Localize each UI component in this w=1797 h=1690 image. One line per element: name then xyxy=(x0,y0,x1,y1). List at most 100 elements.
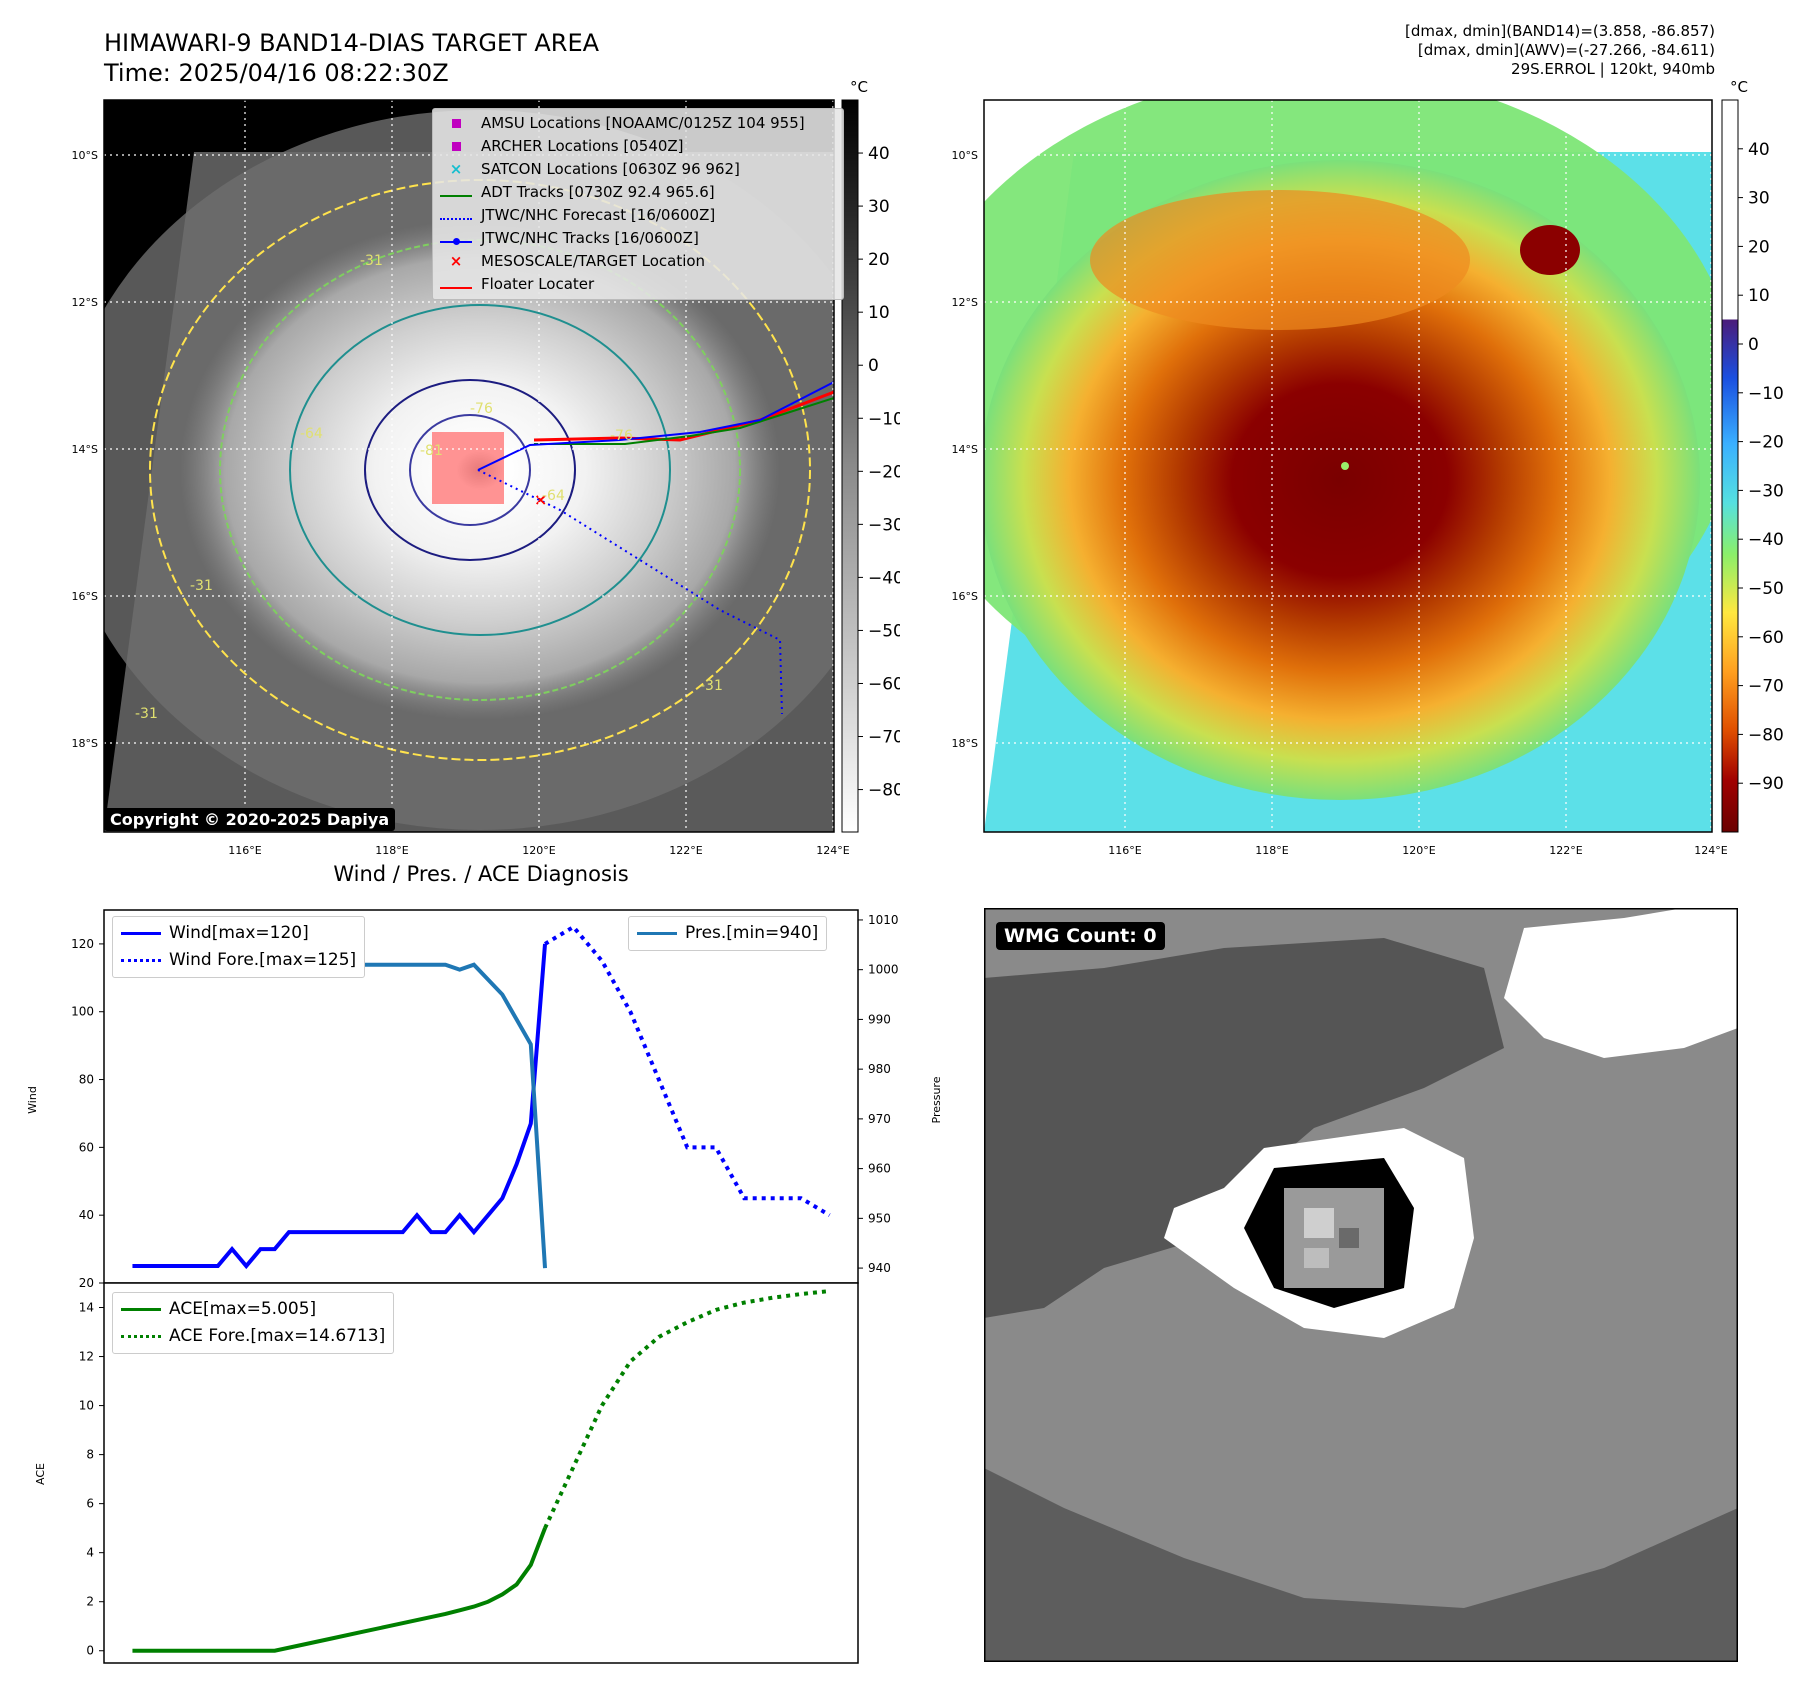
legend-label: ARCHER Locations [0540Z] xyxy=(481,137,684,155)
legend-marker xyxy=(439,135,473,158)
wind-forecast-series xyxy=(543,924,831,1217)
panel1-colorbar-label: −20 xyxy=(868,462,900,482)
panel2-lat-label: 14°S xyxy=(952,443,978,456)
panel2-colorbar xyxy=(1721,99,1739,833)
ace-tick-label: 14 xyxy=(79,1301,94,1315)
panel2-colorbar-label: −60 xyxy=(1748,628,1784,648)
panel1-colorbar-label: 0 xyxy=(868,356,879,376)
legend-item: × MESOSCALE/TARGET Location xyxy=(439,250,837,273)
legend-marker xyxy=(439,227,473,250)
panel1-title-line1: HIMAWARI-9 BAND14-DIAS TARGET AREA xyxy=(104,29,600,57)
ace-tick-label: 0 xyxy=(86,1644,94,1658)
panel1-title-line2: Time: 2025/04/16 08:22:30Z xyxy=(104,59,449,87)
ace-axis-ticks: 0 2 4 6 8 10 12 14 xyxy=(79,1301,104,1658)
panel2-lon-labels: 116°E 118°E 120°E 122°E 124°E xyxy=(1108,844,1727,857)
panel2-colorbar-label: −90 xyxy=(1748,774,1784,794)
panel2-frame xyxy=(983,99,1713,833)
wind-tick-label: 100 xyxy=(71,1005,94,1019)
panel2-colorbar-label: −20 xyxy=(1748,433,1784,453)
panel1-map: × -31 -31 -31 -64 -76 -81 -64 -76 -31 10°S 12°S 14… xyxy=(72,99,900,857)
panel1-colorbar-label: −80 xyxy=(868,781,900,801)
panel2-colorbar-label: −10 xyxy=(1748,384,1784,404)
ace-tick-label: 4 xyxy=(86,1546,94,1560)
pressure-tick-label: 970 xyxy=(868,1112,891,1126)
wind-axis-ticks: 20 40 60 80 100 120 xyxy=(71,937,104,1290)
pressure-tick-label: 940 xyxy=(868,1261,891,1275)
panel2-info-line2: [dmax, dmin](AWV)=(-27.266, -84.611) xyxy=(1417,41,1715,59)
pressure-axis-ticks: 940 950 960 970 980 990 1000 1010 xyxy=(858,913,899,1275)
legend-item: JTWC/NHC Forecast [16/0600Z] xyxy=(439,204,837,227)
legend-label: AMSU Locations [NOAAMC/0125Z 104 955] xyxy=(481,114,805,132)
pressure-tick-label: 1000 xyxy=(868,963,899,977)
legend-label: Floater Locater xyxy=(481,275,595,293)
contour-label: -31 xyxy=(135,706,158,722)
panel2-lon-label: 116°E xyxy=(1108,844,1141,857)
panel1-lon-label: 122°E xyxy=(669,844,702,857)
legend-label: SATCON Locations [0630Z 96 962] xyxy=(481,160,740,178)
legend-ace-fore: ACE Fore.[max=14.6713] xyxy=(121,1323,385,1350)
contour-ring xyxy=(409,414,531,526)
legend-marker xyxy=(439,204,473,227)
ace-tick-label: 2 xyxy=(86,1595,94,1609)
panel1-colorbar-label: −70 xyxy=(868,728,900,748)
panel1-lon-labels: 116°E 118°E 120°E 122°E 124°E xyxy=(228,844,849,857)
panel2-colorbar-label: 0 xyxy=(1748,335,1759,355)
ace-tick-label: 8 xyxy=(86,1448,94,1462)
panel1-colorbar-label: 40 xyxy=(868,144,890,164)
panel2-info-line3: 29S.ERROL | 120kt, 940mb xyxy=(1511,60,1715,78)
legend-label: JTWC/NHC Tracks [16/0600Z] xyxy=(481,229,699,247)
panel1-colorbar-label: −30 xyxy=(868,515,900,535)
panel2-info: [dmax, dmin](BAND14)=(3.858, -86.857) [d… xyxy=(1405,22,1715,79)
panel1-frame xyxy=(103,99,835,833)
contour-label: -31 xyxy=(700,678,723,694)
mesoscale-target-marker: × xyxy=(534,490,547,509)
panel1-lat-label: 16°S xyxy=(72,590,98,603)
adt-track xyxy=(534,397,834,445)
panel1-lon-label: 124°E xyxy=(816,844,849,857)
panel2-info-line1: [dmax, dmin](BAND14)=(3.858, -86.857) xyxy=(1404,22,1715,40)
panel2-lon-label: 122°E xyxy=(1549,844,1582,857)
panel1-lon-label: 116°E xyxy=(228,844,261,857)
panel1-lon-label: 120°E xyxy=(522,844,555,857)
legend-label: ADT Tracks [0730Z 92.4 965.6] xyxy=(481,183,715,201)
panel2-lat-label: 12°S xyxy=(952,296,978,309)
panel1-colorbar-label: 10 xyxy=(868,303,890,323)
pressure-tick-label: 980 xyxy=(868,1062,891,1076)
panel2-colorbar-label: 10 xyxy=(1748,286,1770,306)
contour-ring xyxy=(364,379,576,561)
panel2-colorbar-label: −50 xyxy=(1748,579,1784,599)
legend-pres: Pres.[min=940] xyxy=(637,920,818,947)
panel2-colorbar-label: 30 xyxy=(1748,189,1770,209)
panel2-colorbar-ticks: 40 30 20 10 0 −10 −20 −30 −40 −50 −60 −70 −80 −90 xyxy=(1738,140,1784,794)
pressure-tick-label: 1010 xyxy=(868,913,899,927)
ace-tick-label: 12 xyxy=(79,1350,94,1364)
panel1-legend: AMSU Locations [NOAAMC/0125Z 104 955] ARC… xyxy=(432,108,844,300)
legend-wind: Wind[max=120] xyxy=(121,920,356,947)
wind-legend: Wind[max=120] Wind Fore.[max=125] xyxy=(112,916,366,978)
legend-item: ARCHER Locations [0540Z] xyxy=(439,135,837,158)
legend-marker: × xyxy=(449,160,463,178)
contour-label: -76 xyxy=(610,428,633,444)
panel1-lon-label: 118°E xyxy=(375,844,408,857)
panel1-lat-label: 10°S xyxy=(72,149,98,162)
wind-tick-label: 80 xyxy=(79,1073,94,1087)
panel2-lat-label: 10°S xyxy=(952,149,978,162)
panel1-colorbar-label: −10 xyxy=(868,409,900,429)
pressure-tick-label: 950 xyxy=(868,1211,891,1225)
panel2-colorbar-label: 40 xyxy=(1748,140,1770,160)
legend-item: AMSU Locations [NOAAMC/0125Z 104 955] xyxy=(439,112,837,135)
legend-ace: ACE[max=5.005] xyxy=(121,1296,385,1323)
legend-item: × SATCON Locations [0630Z 96 962] xyxy=(439,158,837,181)
wmg-count-label: WMG Count: 0 xyxy=(996,922,1165,950)
floater-box xyxy=(432,432,504,504)
panel1-colorbar-label: −40 xyxy=(868,568,900,588)
panel1-colorbar xyxy=(841,99,859,833)
wind-tick-label: 120 xyxy=(71,937,94,951)
panel3-title: Wind / Pres. / ACE Diagnosis xyxy=(333,862,629,886)
ace-series xyxy=(132,1527,547,1653)
ace-legend: ACE[max=5.005] ACE Fore.[max=14.6713] xyxy=(112,1292,395,1354)
panel1-colorbar-label: −50 xyxy=(868,621,900,641)
panel2-colorbar-label: 20 xyxy=(1748,237,1770,257)
panel2-colorbar-label: −40 xyxy=(1748,530,1784,550)
